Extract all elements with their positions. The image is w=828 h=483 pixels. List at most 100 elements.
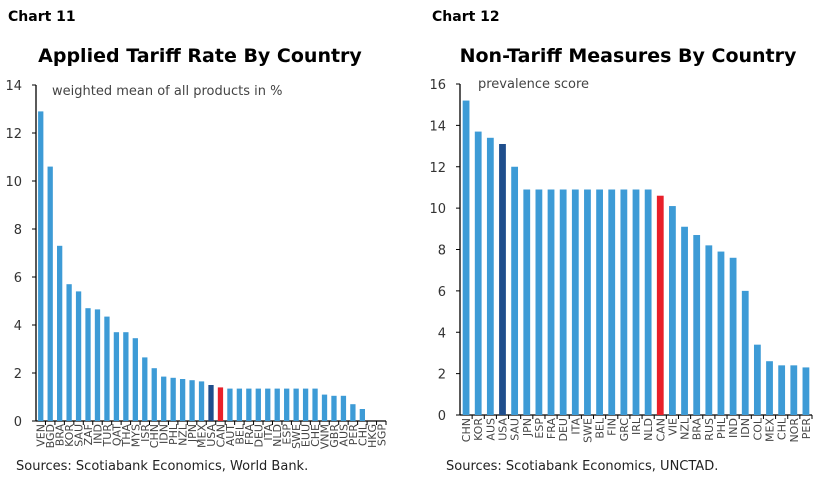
bar-bel (596, 189, 603, 415)
bar-per (350, 404, 356, 421)
y-tick-label: 16 (429, 78, 446, 93)
x-tick-label: FIN (606, 418, 619, 436)
x-tick-label: TUR (101, 424, 114, 448)
x-tick-label: ISR (139, 424, 152, 442)
x-tick-label: ITA (569, 418, 582, 435)
x-tick-label: CHL (776, 417, 789, 440)
bar-mex (198, 381, 205, 421)
x-tick-label: ESP (533, 418, 546, 439)
chart-label: Chart 12 (432, 9, 500, 25)
x-tick-label: DEU (252, 424, 265, 447)
bar-sau (75, 291, 82, 421)
x-tick-label: QAT (110, 424, 123, 446)
chart-source: Sources: Scotiabank Economics, World Ban… (16, 459, 308, 474)
x-tick-label: MEX (196, 424, 209, 448)
bar-esp (535, 189, 543, 415)
y-tick-label: 4 (438, 326, 446, 341)
x-tick-label: EUU (300, 424, 313, 447)
bar-phl (170, 377, 176, 421)
bar-col (753, 344, 761, 415)
x-tick-label: NLD (642, 418, 655, 441)
bar-esp (284, 388, 290, 421)
x-tick-label: ESP (281, 424, 294, 445)
bar-irl (632, 189, 640, 415)
x-tick-label: COL (751, 417, 764, 440)
bar-vie (669, 206, 676, 415)
bar-kor (66, 284, 72, 421)
x-tick-label: IRL (630, 417, 643, 435)
chart-title: Non-Tariff Measures By Country (460, 45, 797, 67)
bar-aus (486, 137, 494, 415)
bar-idn (741, 290, 749, 415)
x-tick-label: BGD (44, 424, 57, 448)
chart-source: Sources: Scotiabank Economics, UNCTAD. (446, 459, 718, 474)
y-tick-label: 4 (14, 319, 22, 334)
x-tick-label: IND (91, 424, 104, 444)
y-tick-label: 0 (438, 409, 446, 424)
bar-fra (246, 388, 252, 421)
x-tick-label: BRA (54, 424, 67, 447)
bar-chn (462, 100, 470, 416)
bar-grc (620, 189, 628, 415)
x-tick-label: JPN (521, 418, 534, 437)
x-tick-label: PER (347, 424, 360, 446)
x-tick-label: CAN (654, 418, 667, 441)
x-tick-label: USA (205, 424, 218, 447)
bar-che (312, 388, 318, 421)
x-tick-label: GRC (618, 418, 631, 442)
bar-idn (161, 376, 167, 421)
bar-bgd (47, 166, 53, 421)
bar-tur (104, 316, 110, 421)
y-tick-label: 8 (14, 223, 22, 238)
bar-jpn (523, 189, 531, 415)
bar-sau (511, 166, 519, 415)
bar-per (802, 367, 810, 415)
x-tick-label: SAU (73, 424, 86, 447)
bar-phl (717, 251, 725, 415)
bar-can (217, 387, 224, 421)
chart-11: Chart 11 Applied Tariff Rate By Country we… (5, 9, 388, 474)
chart-label: Chart 11 (8, 9, 76, 25)
x-tick-label: PER (800, 418, 813, 440)
bar-rus (705, 245, 713, 415)
x-tick-label: JPN (186, 424, 199, 443)
x-tick-label: KOR (472, 418, 485, 441)
bar-nzl (681, 226, 688, 415)
bar-isr (142, 357, 148, 421)
bar-euu (302, 388, 309, 421)
x-tick-label: SGP (375, 424, 388, 447)
x-tick-label: NZL (177, 423, 190, 446)
chart-12: Chart 12 Non-Tariff Measures By Country pr… (429, 9, 812, 474)
bar-swe (293, 388, 299, 421)
bar-ven (38, 111, 44, 422)
bar-vnm (321, 394, 328, 421)
x-tick-label: MEX (764, 418, 777, 442)
bar-usa (208, 385, 214, 421)
x-tick-label: NOR (788, 418, 801, 443)
x-tick-label: IDN (158, 424, 171, 444)
y-tick-label: 10 (429, 202, 446, 217)
x-tick-label: BRA (691, 418, 704, 441)
x-tick-label: CHN (148, 424, 161, 448)
bar-ind (729, 257, 737, 415)
x-tick-label: THA (120, 424, 133, 448)
bar-zaf (85, 308, 91, 421)
x-tick-label: RUS (703, 418, 716, 441)
bar-chl (359, 409, 365, 421)
bar-deu (559, 189, 567, 415)
x-tick-label: IDN (739, 418, 752, 438)
y-tick-label: 14 (5, 79, 22, 94)
bar-nld (274, 388, 280, 421)
bar-fin (608, 189, 616, 415)
bar-fra (547, 189, 555, 415)
x-tick-label: IND (727, 418, 740, 438)
bar-mex (766, 361, 773, 415)
bar-nld (644, 189, 652, 415)
bar-chn (151, 368, 157, 421)
x-tick-label: VIE (666, 418, 679, 436)
x-tick-label: ZAF (82, 424, 95, 445)
bar-jpn (189, 380, 195, 421)
x-tick-label: SWE (581, 418, 594, 443)
x-tick-label: NLD (271, 424, 284, 447)
bar-tha (123, 332, 129, 421)
